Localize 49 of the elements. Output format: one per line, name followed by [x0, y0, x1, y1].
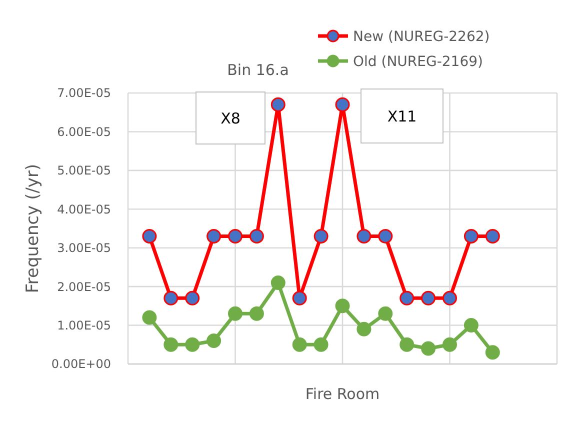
- point: [421, 290, 436, 306]
- point: [464, 228, 478, 244]
- point: [485, 345, 500, 360]
- point: [164, 337, 178, 352]
- y-tick-label: 2.00E-05: [57, 280, 111, 294]
- point: [378, 228, 393, 244]
- point: [249, 228, 264, 244]
- y-axis-title: Frequency (/yr): [23, 164, 43, 294]
- annotation: X8: [220, 109, 240, 128]
- x-axis-title: Fire Room: [305, 385, 380, 403]
- point: [206, 334, 222, 348]
- point: [464, 318, 478, 333]
- point: [442, 290, 457, 306]
- y-tick-label: 3.00E-05: [57, 241, 111, 256]
- point: [206, 228, 222, 244]
- point: [142, 310, 157, 325]
- y-tick-label: 5.00E-05: [57, 164, 111, 178]
- point: [270, 97, 286, 112]
- point: [400, 337, 414, 352]
- point: [485, 228, 500, 244]
- y-tick-label: 1.00E-05: [57, 318, 111, 332]
- point: [292, 337, 307, 352]
- point: [314, 228, 328, 244]
- point: [249, 306, 264, 321]
- point: [314, 337, 328, 352]
- y-tick-label: 6.00E-05: [57, 124, 111, 139]
- point: [378, 306, 393, 321]
- point: [335, 97, 350, 112]
- point: [185, 290, 200, 306]
- y-tick-label: 0.00E+00: [51, 357, 111, 372]
- point: [292, 290, 307, 306]
- point: [164, 290, 178, 306]
- legend-label: New (NUREG-2262): [353, 28, 490, 45]
- legend-label: Old (NUREG-2169): [353, 54, 483, 70]
- point: [442, 337, 457, 352]
- point: [356, 228, 372, 244]
- point: [356, 322, 372, 336]
- y-tick-label: 4.00E-05: [57, 202, 111, 216]
- point: [421, 341, 436, 356]
- point: [185, 337, 200, 352]
- y-tick-label: 7.00E-05: [57, 86, 111, 100]
- annotation: X11: [387, 107, 417, 126]
- point: [270, 275, 286, 290]
- point: [228, 306, 242, 321]
- point: [335, 298, 350, 314]
- point: [142, 228, 157, 244]
- point: [400, 290, 414, 306]
- chart-title: Bin 16.a: [227, 61, 289, 79]
- point: [228, 228, 242, 244]
